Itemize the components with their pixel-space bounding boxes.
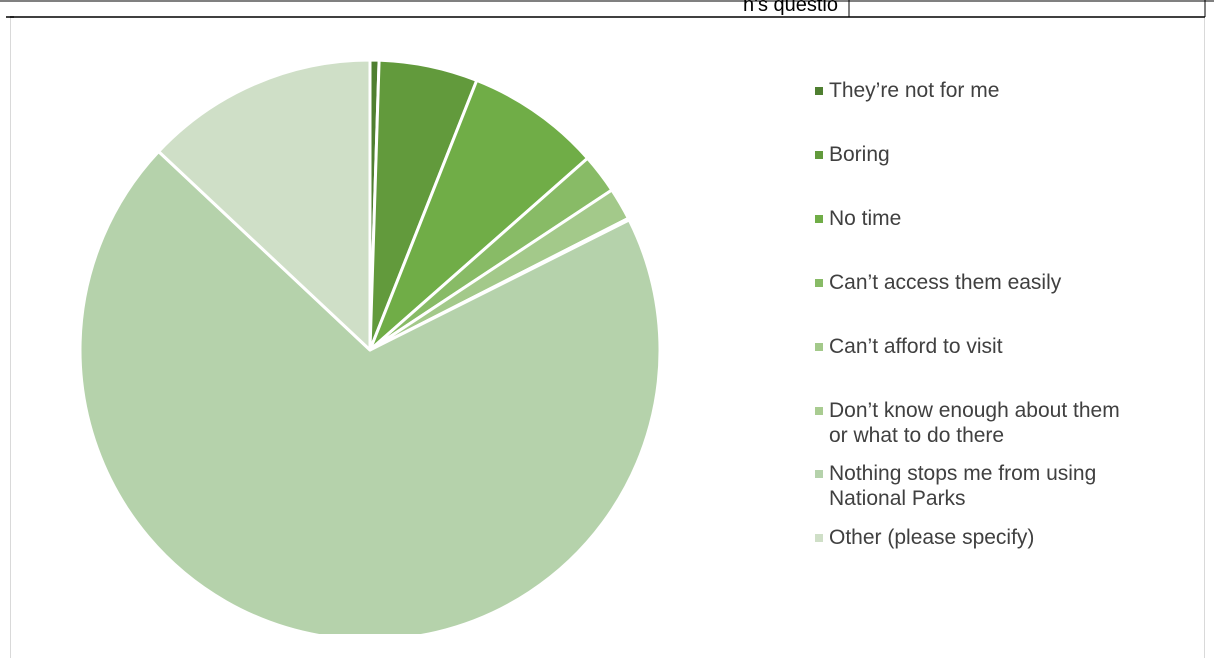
legend-label-3: Can’t access them easily xyxy=(829,271,1062,294)
legend-item-1: Boring xyxy=(815,142,890,167)
legend-label-1: Boring xyxy=(829,143,890,166)
legend-swatch-6 xyxy=(815,470,823,478)
legend-item-4: Can’t afford to visit xyxy=(815,334,1003,359)
legend-swatch-7 xyxy=(815,534,823,542)
pie-slice-2 xyxy=(368,78,590,352)
legend-swatch-0 xyxy=(815,87,823,95)
legend-label-7: Other (please specify) xyxy=(829,526,1035,549)
legend-label-0: They’re not for me xyxy=(829,79,1000,102)
legend-label-4: Can’t afford to visit xyxy=(829,335,1003,358)
legend-swatch-4 xyxy=(815,343,823,351)
header-table-border: n's questio xyxy=(0,0,1214,18)
legend-swatch-2 xyxy=(815,215,823,223)
chart-area xyxy=(10,18,1205,658)
legend-swatch-3 xyxy=(815,279,823,287)
legend-label-2: No time xyxy=(829,207,902,230)
header-fragment-text: n's questio xyxy=(743,0,838,16)
legend-item-6: Nothing stops me from using National Par… xyxy=(815,461,1096,511)
pie-slice-7 xyxy=(157,58,372,352)
legend-item-5: Don’t know enough about them or what to … xyxy=(815,398,1120,448)
legend-swatch-5 xyxy=(815,407,823,415)
pie-slice-6 xyxy=(78,149,662,634)
pie-chart xyxy=(78,58,662,634)
pie-slices xyxy=(78,58,662,634)
legend-label-6: Nothing stops me from using National Par… xyxy=(829,462,1097,510)
legend-item-7: Other (please specify) xyxy=(815,525,1034,550)
legend-swatch-1 xyxy=(815,151,823,159)
legend-item-2: No time xyxy=(815,206,901,231)
legend-item-3: Can’t access them easily xyxy=(815,270,1061,295)
legend-item-0: They’re not for me xyxy=(815,78,999,103)
legend-label-5: Don’t know enough about them or what to … xyxy=(829,399,1120,447)
